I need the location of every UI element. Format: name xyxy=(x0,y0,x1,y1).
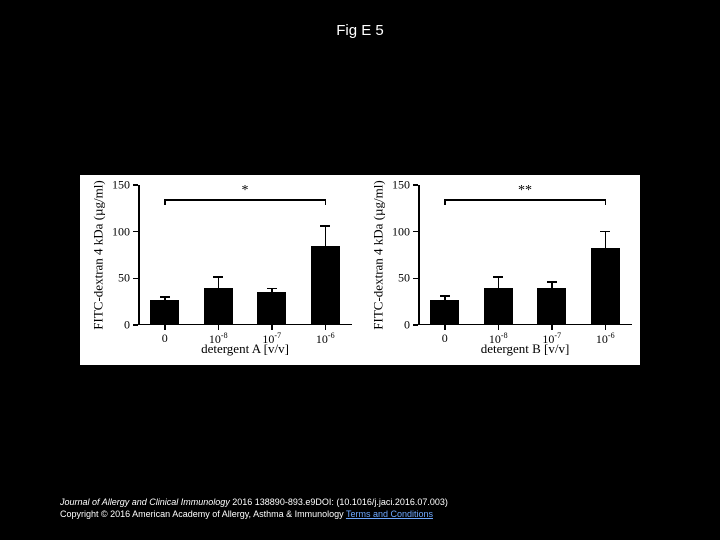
bar xyxy=(591,248,620,325)
error-cap xyxy=(320,225,330,227)
error-bar xyxy=(605,231,607,248)
y-tick-label: 0 xyxy=(102,318,130,333)
y-tick xyxy=(133,278,138,280)
error-cap xyxy=(213,276,223,278)
significance-label: * xyxy=(242,183,249,199)
error-cap xyxy=(493,276,503,278)
copyright-text: Copyright © 2016 American Academy of All… xyxy=(60,509,344,519)
x-tick xyxy=(605,325,607,330)
caption: Journal of Allergy and Clinical Immunolo… xyxy=(60,496,660,520)
y-tick-label: 100 xyxy=(382,224,410,239)
x-tick xyxy=(444,325,446,330)
bar xyxy=(311,246,340,325)
significance-tick xyxy=(444,199,446,205)
significance-bar xyxy=(165,199,326,201)
y-tick-label: 0 xyxy=(382,318,410,333)
y-tick-label: 50 xyxy=(102,271,130,286)
panel-detergent-b: FITC-dextran 4 kDa (µg/ml) 050100150010-… xyxy=(370,185,640,355)
x-tick xyxy=(498,325,500,330)
x-tick xyxy=(218,325,220,330)
y-tick xyxy=(413,324,418,326)
bar xyxy=(204,288,233,325)
plot-area: 050100150010-810-710-6** xyxy=(418,185,632,325)
error-bar xyxy=(325,225,327,246)
journal-name: Journal of Allergy and Clinical Immunolo… xyxy=(60,497,230,507)
y-tick-label: 150 xyxy=(102,178,130,193)
y-tick xyxy=(133,324,138,326)
y-axis-label: FITC-dextran 4 kDa (µg/ml) xyxy=(368,185,390,325)
y-tick xyxy=(413,184,418,186)
significance-label: ** xyxy=(518,183,532,199)
significance-tick xyxy=(164,199,166,205)
y-axis-label: FITC-dextran 4 kDa (µg/ml) xyxy=(88,185,110,325)
plot-area: 050100150010-810-710-6* xyxy=(138,185,352,325)
error-cap xyxy=(440,295,450,297)
error-cap xyxy=(547,281,557,283)
x-tick xyxy=(551,325,553,330)
terms-link[interactable]: Terms and Conditions xyxy=(346,509,433,519)
x-tick xyxy=(164,325,166,330)
x-tick xyxy=(325,325,327,330)
y-tick xyxy=(413,231,418,233)
x-axis-label: detergent B [v/v] xyxy=(418,341,632,357)
figure-title: Fig E 5 xyxy=(0,22,720,39)
y-tick xyxy=(133,231,138,233)
y-tick-label: 100 xyxy=(102,224,130,239)
bar xyxy=(430,300,459,325)
error-cap xyxy=(160,296,170,298)
significance-tick xyxy=(605,199,607,205)
bar xyxy=(150,300,179,325)
panel-detergent-a: FITC-dextran 4 kDa (µg/ml) 050100150010-… xyxy=(90,185,360,355)
bar xyxy=(537,288,566,325)
y-tick xyxy=(413,278,418,280)
bar xyxy=(484,288,513,325)
significance-tick xyxy=(325,199,327,205)
error-cap xyxy=(267,288,277,290)
y-tick-label: 150 xyxy=(382,178,410,193)
y-tick xyxy=(133,184,138,186)
x-axis-label: detergent A [v/v] xyxy=(138,341,352,357)
citation-ref: 2016 138890-893.e9DOI: (10.1016/j.jaci.2… xyxy=(232,497,448,507)
bar xyxy=(257,292,286,325)
x-tick xyxy=(271,325,273,330)
chart-strip: FITC-dextran 4 kDa (µg/ml) 050100150010-… xyxy=(80,175,640,365)
error-cap xyxy=(600,231,610,233)
error-bar xyxy=(218,276,220,287)
error-bar xyxy=(498,276,500,287)
y-tick-label: 50 xyxy=(382,271,410,286)
significance-bar xyxy=(445,199,606,201)
